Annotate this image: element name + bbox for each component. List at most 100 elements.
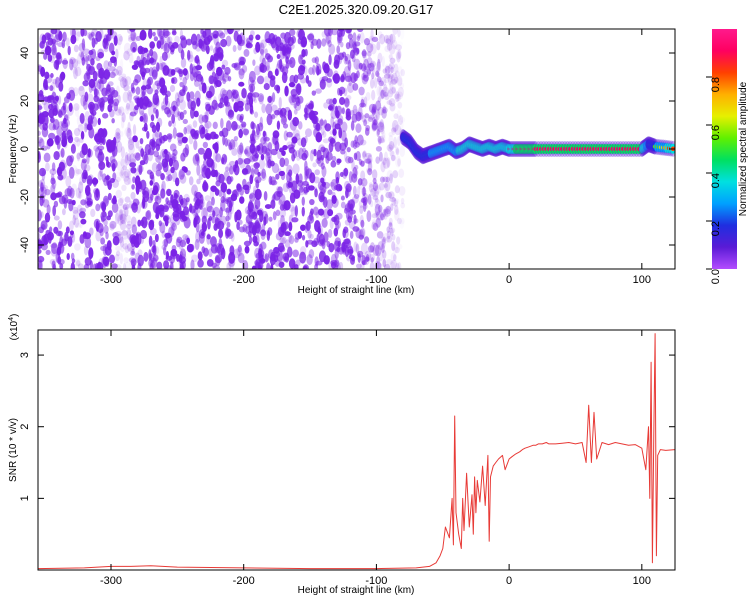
spectrogram-cell [166,133,173,140]
spectrogram-cell [182,118,188,125]
spectrogram-cell [131,264,136,269]
spectrogram-cell [228,200,233,212]
spectrogram-cell [206,233,211,245]
spectrogram-cell [118,69,122,76]
spectrogram-cell [275,209,281,217]
spectrogram-cell [394,204,399,216]
spectrogram-cell [232,164,237,173]
x-tick-label: -300 [100,575,122,587]
spectrogram-cell [138,164,143,175]
spectrogram-cell [263,136,270,142]
spectrogram-cell [298,54,303,65]
spectrogram-cell [226,188,232,195]
spectrogram-cell [38,141,42,147]
spectrogram-cell [53,215,60,221]
spectrogram-cell [57,220,63,230]
spectrogram-cell [263,83,270,91]
spectrogram-cell [314,169,320,176]
spectrogram-cell [368,253,375,263]
spectrogram-cell [376,76,382,83]
spectrogram-cell [117,198,124,206]
spectrogram-cell [68,57,76,65]
spectrogram-cell [395,148,400,156]
spectrogram-cell [264,53,271,60]
spectrogram-cell [153,36,159,42]
spectrogram-cell [312,64,316,76]
spectrogram-cell [118,203,125,214]
spectrogram-cell [340,242,347,252]
spectrogram-cell [136,97,141,108]
spectrogram-cell [362,150,367,160]
spectrogram-cell [382,68,388,74]
spectrogram-cell [369,37,374,49]
spectrogram-cell [105,159,110,168]
spectrogram-cell [356,29,364,33]
spectrogram-cell [292,116,300,127]
spectrogram-cell [371,221,377,230]
spectrogram-cell [172,120,176,128]
spectrogram-cell [205,167,212,180]
spectrogram-cell [151,69,158,80]
spectrogram-cell [44,71,50,80]
spectrogram-cell [71,183,77,193]
spectrogram-cell [188,176,194,186]
spectrogram-cell [279,157,286,168]
spectrogram-cell [119,59,124,71]
spectrogram-cell [369,200,374,208]
spectrogram-cell [232,29,241,33]
spectrogram-cell [360,242,368,255]
spectrogram-cell [237,252,245,264]
spectrogram-cell [83,164,91,172]
spectrogram-cell [378,138,386,144]
snr-x-label: Height of straight line (km) [298,585,415,596]
spectrogram-cell [132,198,140,207]
spectrogram-cell [351,173,358,183]
spectrogram-cell [203,152,208,161]
spectrogram-cell [77,124,84,132]
spectrogram-cell [372,116,376,126]
spectrogram-cell [359,31,365,44]
spectrogram-cell [115,48,119,60]
spectrogram-cell [382,258,387,268]
spectrogram-cell [228,251,236,264]
spectrogram-cell [116,160,122,171]
spectrogram-cell [115,245,122,252]
spectrogram-cell [139,115,144,122]
spectrogram-cell [224,137,228,147]
spectrogram-cell [107,60,113,67]
spectrogram-cell [193,212,199,223]
spectrogram-cell [276,53,281,60]
spectrogram-cell [120,116,125,129]
spectrogram-cell [39,40,45,49]
spectrogram-cell [248,70,256,83]
spectrogram-cell [182,234,189,240]
spectrogram-cell [130,216,137,227]
spectrogram-cell [282,123,289,129]
spectrogram-cell [269,78,276,88]
spectrogram-cell [308,67,314,75]
spectrogram-cell [260,49,265,56]
spectrogram-cell [356,47,360,55]
spectrogram-cell [196,164,201,176]
spectrogram-cell [382,236,387,245]
spectrogram-cell [314,188,318,198]
spectrogram-cell [177,111,182,122]
spectrogram-cell [394,44,403,51]
spectrogram-cell [313,186,318,193]
spectrogram-cell [377,135,382,145]
spectrogram-cell [286,131,293,138]
spectrogram-cell [278,199,283,206]
spectrogram-cell [261,145,268,155]
spectrogram-cell [374,197,379,203]
spectrogram-cell [297,121,303,130]
spectrogram-cell [66,185,73,198]
spectrogram-cell [127,37,134,43]
x-tick-label: 100 [633,274,651,286]
spectrogram-cell [393,93,400,100]
spectrogram-cell [327,189,333,196]
spectrogram-cell [236,34,243,45]
spectrogram-cell [227,75,232,82]
spectrogram-cell [84,123,90,131]
spectrogram-cell [295,173,300,185]
spectrogram-cell [397,110,401,122]
